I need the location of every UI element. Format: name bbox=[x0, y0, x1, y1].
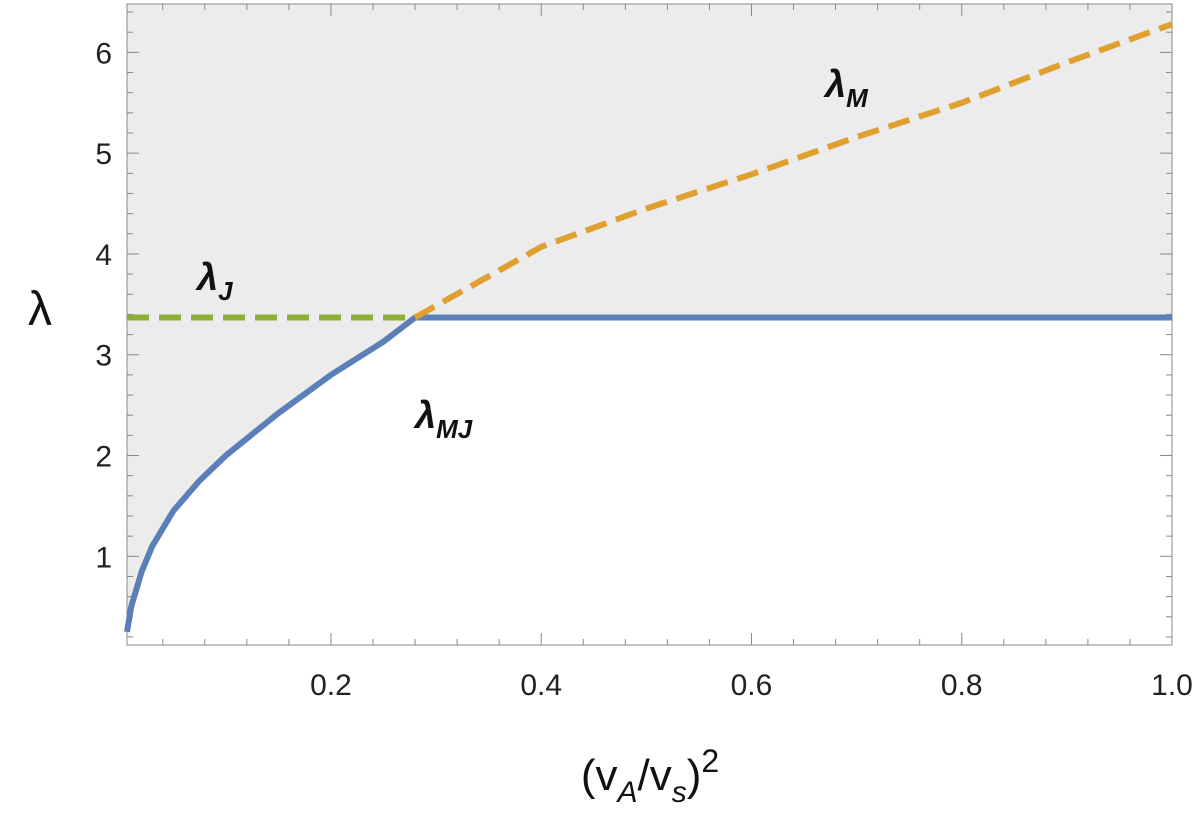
series-label: λJ bbox=[195, 257, 233, 306]
y-tick-label: 6 bbox=[95, 37, 112, 70]
series-label-name: λ bbox=[823, 64, 846, 106]
y-tick-label: 5 bbox=[95, 138, 112, 171]
y-tick-label: 2 bbox=[95, 441, 112, 474]
series-label-subscript: M bbox=[846, 83, 869, 113]
x-axis-label-part: s bbox=[672, 776, 687, 809]
x-axis-label-part: /v bbox=[637, 751, 671, 800]
series-label-name: λ bbox=[195, 257, 218, 299]
y-tick-label: 1 bbox=[95, 541, 112, 574]
series-label-name: λ bbox=[413, 395, 436, 437]
x-tick-label: 0.6 bbox=[731, 669, 773, 702]
x-axis-label-part: A bbox=[615, 776, 637, 809]
plot-frame bbox=[126, 3, 1173, 646]
y-tick-label: 4 bbox=[95, 239, 112, 272]
y-axis-label: λ bbox=[28, 283, 52, 336]
series-line bbox=[413, 21, 1174, 321]
x-axis-label-part: ) bbox=[687, 751, 702, 800]
series-line bbox=[124, 314, 1172, 633]
x-tick-label: 0.2 bbox=[310, 669, 352, 702]
series-label: λMJ bbox=[413, 395, 473, 444]
y-tick-label: 3 bbox=[95, 340, 112, 373]
x-axis-label-part: (v bbox=[581, 751, 618, 800]
series-label-subscript: MJ bbox=[436, 414, 473, 444]
series-label-subscript: J bbox=[218, 276, 233, 306]
shaded-region bbox=[127, 4, 1172, 632]
x-tick-label: 0.4 bbox=[520, 669, 562, 702]
x-axis-label-part: 2 bbox=[701, 743, 719, 779]
series-label: λM bbox=[823, 64, 869, 113]
x-axis-label: (vA/vs)2 bbox=[581, 743, 719, 809]
x-tick-label: 0.8 bbox=[941, 669, 983, 702]
x-tick-label: 1.0 bbox=[1151, 669, 1193, 702]
